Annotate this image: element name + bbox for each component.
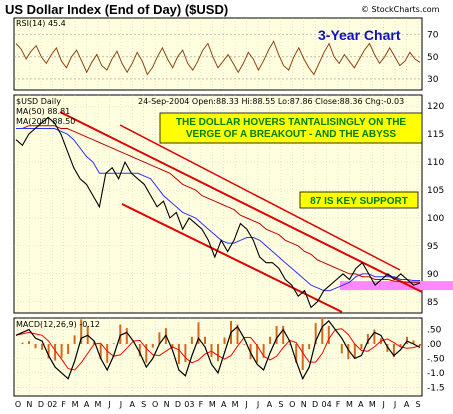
- x-tick-label: A: [84, 400, 90, 409]
- x-tick-label: J: [393, 400, 396, 409]
- x-tick-label: A: [221, 400, 227, 409]
- x-tick-label: O: [289, 400, 295, 409]
- macd-line: [15, 320, 421, 381]
- price-header: 24-Sep-2004 Open:88.33 Hi:88.55 Lo:87.86…: [138, 97, 404, 106]
- trendline-upper-inner: [119, 124, 401, 271]
- x-tick-label: O: [15, 400, 21, 409]
- price-tick-label: 100: [427, 214, 444, 224]
- macd-panel: .50 .00 -.50 -1.0 -1.5 MACD(12,26,9) -0.12: [13, 317, 445, 397]
- macd-label: MACD(12,26,9) -0.12: [16, 320, 100, 329]
- macd-tick-label: -1.5: [427, 383, 445, 393]
- rsi-grid: [14, 18, 422, 90]
- x-tick-label: S: [278, 400, 283, 409]
- macd-ticks: .50 .00 -.50 -1.0 -1.5: [427, 326, 445, 394]
- series-label: $USD Daily: [16, 97, 61, 106]
- trendline-upper: [59, 111, 423, 293]
- price-line: [15, 116, 421, 309]
- x-tick-label: M: [346, 400, 353, 409]
- x-tick-label: D: [312, 400, 318, 409]
- price-tick-label: 115: [427, 130, 444, 140]
- rsi-tick-label: 50: [427, 53, 439, 63]
- price-tick-label: 105: [427, 186, 444, 196]
- x-tick-label: F: [199, 400, 204, 409]
- x-tick-label: M: [232, 400, 239, 409]
- macd-histogram: [21, 317, 421, 370]
- price-ticks: 120 115 110 105 100 95 90 85: [427, 102, 444, 308]
- price-tick-label: 110: [427, 158, 444, 168]
- price-tick-label: 95: [427, 242, 438, 252]
- x-tick-label: 04: [322, 400, 332, 409]
- ma200-legend: MA(200) 88.50: [16, 117, 75, 126]
- annotation-support: 87 IS KEY SUPPORT: [310, 196, 408, 207]
- price-panel: 120 115 110 105 100 95 90 85 $USD Daily MA(50) …: [13, 94, 453, 314]
- x-tick-label: F: [61, 400, 66, 409]
- ma50-line: [16, 128, 421, 292]
- annotation-box-support: [299, 191, 419, 209]
- macd-tick-label: .00: [427, 340, 442, 350]
- x-axis: O N D 02 F M A M J J A S O N D 03 F M A M J J A S O N D 04 F M A M J J A S: [15, 400, 421, 409]
- rsi-panel: 70 50 30 RSI(14) 45.4 3-Year Chart: [13, 17, 439, 91]
- rsi-panel-background: [13, 17, 423, 91]
- price-tick-label: 90: [427, 270, 439, 280]
- x-tick-label: M: [95, 400, 102, 409]
- macd-tick-label: .50: [427, 326, 442, 336]
- x-tick-label: J: [256, 400, 259, 409]
- x-tick-label: M: [72, 400, 79, 409]
- x-tick-label: S: [415, 400, 420, 409]
- x-tick-label: A: [404, 400, 410, 409]
- annotation-box-breakout: [159, 112, 423, 144]
- chart-source: © StockCharts.com: [361, 5, 440, 14]
- chart-title: US Dollar Index (End of Day) ($USD): [5, 2, 228, 17]
- price-tick-label: 120: [427, 102, 444, 112]
- macd-tick-label: -.50: [427, 354, 445, 364]
- macd-tick-label: -1.0: [427, 369, 445, 379]
- x-tick-label: A: [130, 400, 136, 409]
- x-tick-label: A: [358, 400, 364, 409]
- x-tick-label: F: [336, 400, 341, 409]
- x-tick-label: D: [175, 400, 181, 409]
- x-tick-label: J: [244, 400, 247, 409]
- annotation-breakout-line2: VERGE OF A BREAKOUT - AND THE ABYSS: [186, 129, 397, 140]
- price-tick-label: 85: [427, 298, 438, 308]
- x-tick-label: N: [164, 400, 170, 409]
- rsi-tick-label: 70: [427, 31, 439, 41]
- rsi-line: [15, 40, 421, 76]
- x-tick-label: D: [38, 400, 44, 409]
- x-tick-label: M: [369, 400, 376, 409]
- x-tick-label: S: [141, 400, 146, 409]
- annotation-breakout-line1: THE DOLLAR HOVERS TANTALISINGLY ON THE: [176, 117, 407, 128]
- x-tick-label: M: [209, 400, 216, 409]
- x-tick-label: 03: [184, 400, 194, 409]
- x-tick-label: O: [152, 400, 158, 409]
- x-tick-label: A: [267, 400, 273, 409]
- x-tick-label: J: [107, 400, 110, 409]
- x-tick-label: N: [26, 400, 32, 409]
- support-band: [340, 281, 453, 291]
- x-tick-label: 02: [47, 400, 57, 409]
- rsi-tick-label: 30: [427, 75, 439, 85]
- macd-signal-line: [15, 328, 421, 371]
- rsi-label: RSI(14) 45.4: [16, 19, 66, 28]
- three-year-badge: 3-Year Chart: [318, 27, 401, 43]
- x-tick-label: J: [382, 400, 385, 409]
- x-tick-label: J: [119, 400, 122, 409]
- rsi-ticks: 70 50 30: [427, 31, 439, 85]
- ma50-legend: MA(50) 88.81: [16, 107, 70, 116]
- x-tick-label: N: [301, 400, 307, 409]
